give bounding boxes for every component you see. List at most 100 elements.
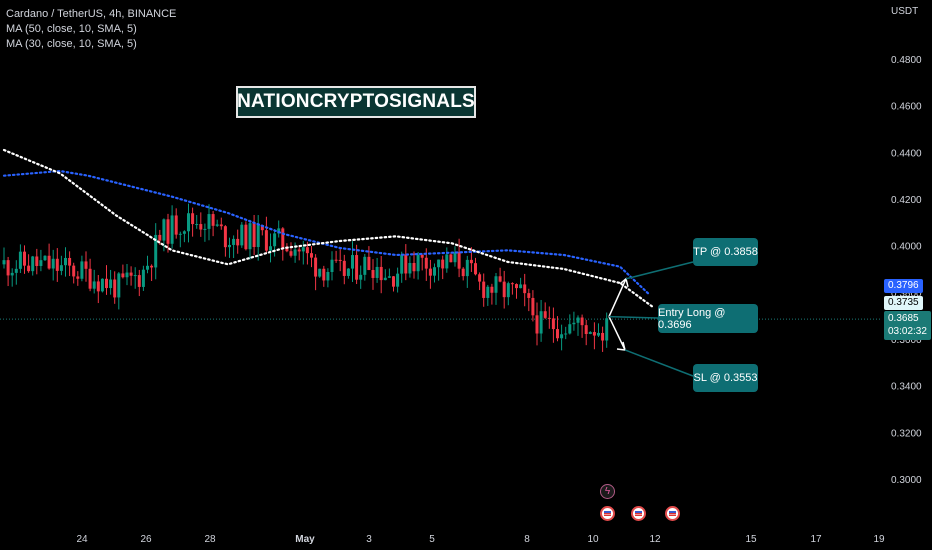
candle-body: [170, 215, 174, 244]
candle-body: [285, 247, 289, 252]
candle-body: [371, 270, 375, 278]
candle-body: [6, 260, 10, 276]
candle-body: [10, 272, 14, 276]
candle-body: [100, 278, 104, 292]
x-tick-label: 26: [140, 534, 152, 545]
us-flag-icon[interactable]: [631, 506, 646, 521]
candle-body: [601, 332, 605, 341]
candle-body: [338, 259, 342, 261]
candle-body: [256, 225, 260, 248]
candle-body: [342, 260, 346, 276]
candle-body: [506, 283, 510, 298]
candle-body: [392, 276, 395, 287]
candle-body: [396, 273, 400, 287]
x-tick-label: 10: [587, 534, 599, 545]
candle-body: [404, 254, 408, 274]
y-tick-label: 0.3200: [891, 428, 922, 439]
stop-loss-callout[interactable]: SL @ 0.3553: [693, 364, 758, 392]
candle-body: [334, 259, 338, 261]
flash-icon[interactable]: ϟ: [600, 484, 615, 499]
candle-body: [191, 213, 195, 225]
candle-body: [433, 267, 436, 276]
last-price-value: 0.3685: [888, 313, 919, 324]
candle-body: [387, 276, 391, 278]
candle-body: [88, 268, 92, 289]
candle-body: [416, 254, 420, 272]
candle-body: [80, 261, 84, 279]
candle-body: [510, 283, 514, 285]
y-tick-label: 0.3800: [891, 288, 922, 299]
candle-body: [588, 332, 592, 335]
candle-body: [166, 219, 170, 244]
candle-body: [330, 259, 334, 273]
candle-body: [14, 268, 18, 273]
candle-body: [96, 281, 100, 292]
candle-body: [461, 268, 465, 277]
sl-arrow: [608, 316, 626, 351]
take-profit-callout[interactable]: TP @ 0.3858: [693, 238, 758, 266]
candle-body: [203, 228, 207, 230]
legend-ma30: MA (30, close, 10, SMA, 5): [6, 38, 137, 50]
y-tick-label: 0.4800: [891, 55, 922, 66]
candle-body: [133, 275, 137, 277]
candle-body: [375, 266, 379, 278]
candle-body: [428, 268, 432, 276]
x-tick-label: 15: [745, 534, 757, 545]
candle-body: [273, 233, 277, 247]
candle-body: [195, 224, 199, 226]
candle-body: [178, 233, 182, 235]
candle-body: [539, 311, 543, 334]
candle-body: [351, 255, 354, 269]
candle-body: [39, 260, 43, 266]
candle-body: [207, 214, 211, 229]
candle-body: [55, 258, 59, 271]
candle-body: [252, 223, 256, 248]
candle-body: [424, 257, 428, 269]
chart-legend: Cardano / TetherUS, 4h, BINANCE MA (50, …: [6, 7, 176, 52]
candle-body: [260, 225, 264, 231]
candle-body: [150, 265, 154, 268]
candle-body: [486, 286, 490, 298]
candle-body: [109, 279, 113, 289]
y-tick-label: 0.4200: [891, 195, 922, 206]
y-tick-label: 0.4600: [891, 102, 922, 113]
candle-body: [355, 255, 359, 280]
ma50-line: [2, 169, 650, 295]
x-tick-label: 5: [429, 534, 435, 545]
candle-body: [232, 238, 236, 245]
us-flag-icon[interactable]: [665, 506, 680, 521]
entry-callout[interactable]: Entry Long @ 0.3696: [658, 304, 758, 333]
candle-body: [305, 247, 309, 254]
candle-body: [572, 322, 576, 325]
candle-body: [199, 224, 203, 230]
tp-arrow: [608, 278, 627, 317]
candle-body: [31, 256, 35, 272]
candle-body: [137, 275, 141, 287]
candle-body: [498, 276, 502, 282]
us-flag-icon[interactable]: [600, 506, 615, 521]
candle-body: [125, 272, 129, 278]
candle-body: [580, 317, 584, 326]
candle-body: [174, 215, 178, 235]
candle-body: [478, 274, 482, 282]
candle-body: [146, 265, 149, 270]
candle-body: [23, 251, 26, 266]
candle-body: [223, 226, 227, 248]
candle-body: [564, 333, 568, 335]
candle-body: [469, 259, 473, 264]
candle-body: [420, 254, 424, 258]
entry-connector: [608, 315, 659, 319]
candle-body: [162, 219, 166, 241]
candle-body: [269, 246, 272, 251]
currency-label[interactable]: USDT: [891, 6, 919, 17]
candle-body: [293, 249, 297, 256]
y-tick-label: 0.3000: [891, 475, 922, 486]
x-tick-label: 8: [524, 534, 530, 545]
candle-body: [457, 252, 461, 269]
candle-body: [72, 265, 76, 277]
candle-body: [346, 268, 350, 276]
candle-body: [556, 329, 559, 339]
candle-body: [400, 254, 404, 274]
candle-body: [412, 262, 416, 272]
